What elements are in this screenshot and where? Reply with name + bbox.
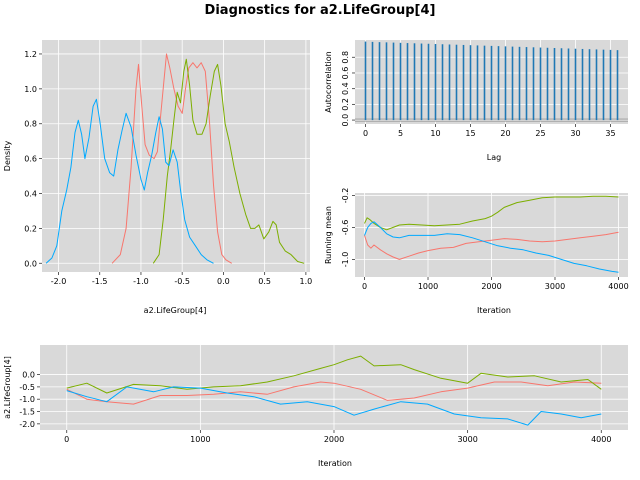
- running-mean-x-label: Iteration: [477, 306, 511, 315]
- trace-panel: 0 1000 2000 3000 4000 0.0 -0.5 -1.0 -1.5 -2.0 Iter…: [3, 345, 628, 468]
- density-x-label: a2.LifeGroup[4]: [144, 306, 207, 315]
- density-y-tick-label: 1.2: [24, 50, 37, 59]
- autocorrelation-x-tick-label: 35: [605, 129, 615, 138]
- density-y-tick-label: 0.4: [24, 190, 37, 199]
- running-mean-y-tick-label: -0.6: [341, 220, 350, 236]
- trace-series-chain3: [66, 386, 602, 426]
- density-x-tick-label: 0.5: [258, 277, 271, 286]
- density-y-label: Density: [3, 141, 12, 172]
- trace-y-tick-label: -1.0: [19, 395, 35, 404]
- running-mean-panel: 0 1000 2000 3000 4000 -0.2 -0.6 -1.0 Iteration Ru…: [324, 188, 629, 315]
- density-x-tick-label: -1.5: [92, 277, 108, 286]
- autocorrelation-y-tick-label: 0.6: [341, 67, 350, 80]
- density-y-tick-label: 0.2: [24, 224, 37, 233]
- density-x-tick-label: 1.0: [300, 277, 313, 286]
- trace-x-tick-label: 0: [64, 435, 69, 444]
- running-mean-y-label: Running mean: [324, 206, 333, 264]
- density-series-chain2: [152, 58, 305, 264]
- autocorrelation-x-tick-label: 20: [500, 129, 510, 138]
- trace-x-tick-label: 1000: [190, 435, 210, 444]
- autocorrelation-x-tick-label: 15: [465, 129, 475, 138]
- autocorrelation-y-tick-label: 0.0: [341, 114, 350, 127]
- running-mean-series-chain3: [364, 221, 619, 273]
- running-mean-x-tick-label: 0: [362, 282, 367, 291]
- figure-title: Diagnostics for a2.LifeGroup[4]: [205, 3, 436, 18]
- density-x-tick-label: 0.0: [217, 277, 230, 286]
- running-mean-series-chain1: [364, 231, 619, 260]
- trace-series-chain2: [66, 355, 602, 394]
- density-y-tick-label: 0.6: [24, 155, 37, 164]
- trace-x-tick-label: 2000: [324, 435, 344, 444]
- density-series-chain3: [45, 98, 214, 264]
- running-mean-series-chain2: [364, 195, 619, 231]
- autocorrelation-x-tick-label: 5: [398, 129, 403, 138]
- density-x-tick-label: -0.5: [174, 277, 190, 286]
- trace-x-tick-label: 4000: [591, 435, 611, 444]
- density-x-tick-label: -2.0: [51, 277, 67, 286]
- trace-y-label: a2.LifeGroup[4]: [3, 356, 12, 419]
- running-mean-y-tick-label: -0.2: [341, 188, 350, 204]
- density-x-tick-label: -1.0: [133, 277, 149, 286]
- density-y-tick-label: 0.0: [24, 259, 37, 268]
- density-panel: -2.0 -1.5 -1.0 -0.5 0.0 0.5 1.0 0.0 0.2 0.4 0.6 0.8…: [3, 40, 312, 315]
- density-plot-area: [42, 40, 310, 272]
- density-y-tick-label: 1.0: [24, 85, 37, 94]
- autocorrelation-x-tick-label: 10: [430, 129, 440, 138]
- panels: -2.0 -1.5 -1.0 -0.5 0.0 0.5 1.0 0.0 0.2 0.4 0.6 0.8…: [3, 40, 629, 468]
- autocorrelation-panel: 0 5 10 15 20 25 30 35 0.0 0.2 0.4 0.6 0.8 Lag Autocorr…: [324, 40, 628, 162]
- trace-y-tick-label: -0.5: [19, 383, 35, 392]
- autocorrelation-y-tick-label: 0.4: [341, 82, 350, 95]
- trace-x-tick-label: 3000: [457, 435, 477, 444]
- running-mean-x-tick-label: 4000: [608, 282, 628, 291]
- autocorrelation-y-label: Autocorrelation: [324, 51, 333, 113]
- running-mean-x-tick-label: 2000: [481, 282, 501, 291]
- autocorrelation-x-tick-label: 0: [363, 129, 368, 138]
- trace-y-tick-label: 0.0: [22, 371, 35, 380]
- autocorrelation-y-tick-label: 0.8: [341, 51, 350, 64]
- running-mean-x-tick-label: 1000: [418, 282, 438, 291]
- density-y-tick-label: 0.8: [24, 120, 37, 129]
- density-series-chain1: [111, 53, 232, 264]
- autocorrelation-y-tick-label: 0.2: [341, 98, 350, 111]
- autocorrelation-x-label: Lag: [487, 153, 501, 162]
- autocorrelation-x-tick-label: 30: [570, 129, 580, 138]
- autocorrelation-x-tick-label: 25: [535, 129, 545, 138]
- trace-series-chain1: [66, 381, 602, 405]
- running-mean-x-tick-label: 3000: [545, 282, 565, 291]
- trace-x-label: Iteration: [318, 459, 352, 468]
- running-mean-y-tick-label: -1.0: [341, 252, 350, 268]
- trace-y-tick-label: -2.0: [19, 420, 35, 429]
- trace-y-tick-label: -1.5: [19, 408, 35, 417]
